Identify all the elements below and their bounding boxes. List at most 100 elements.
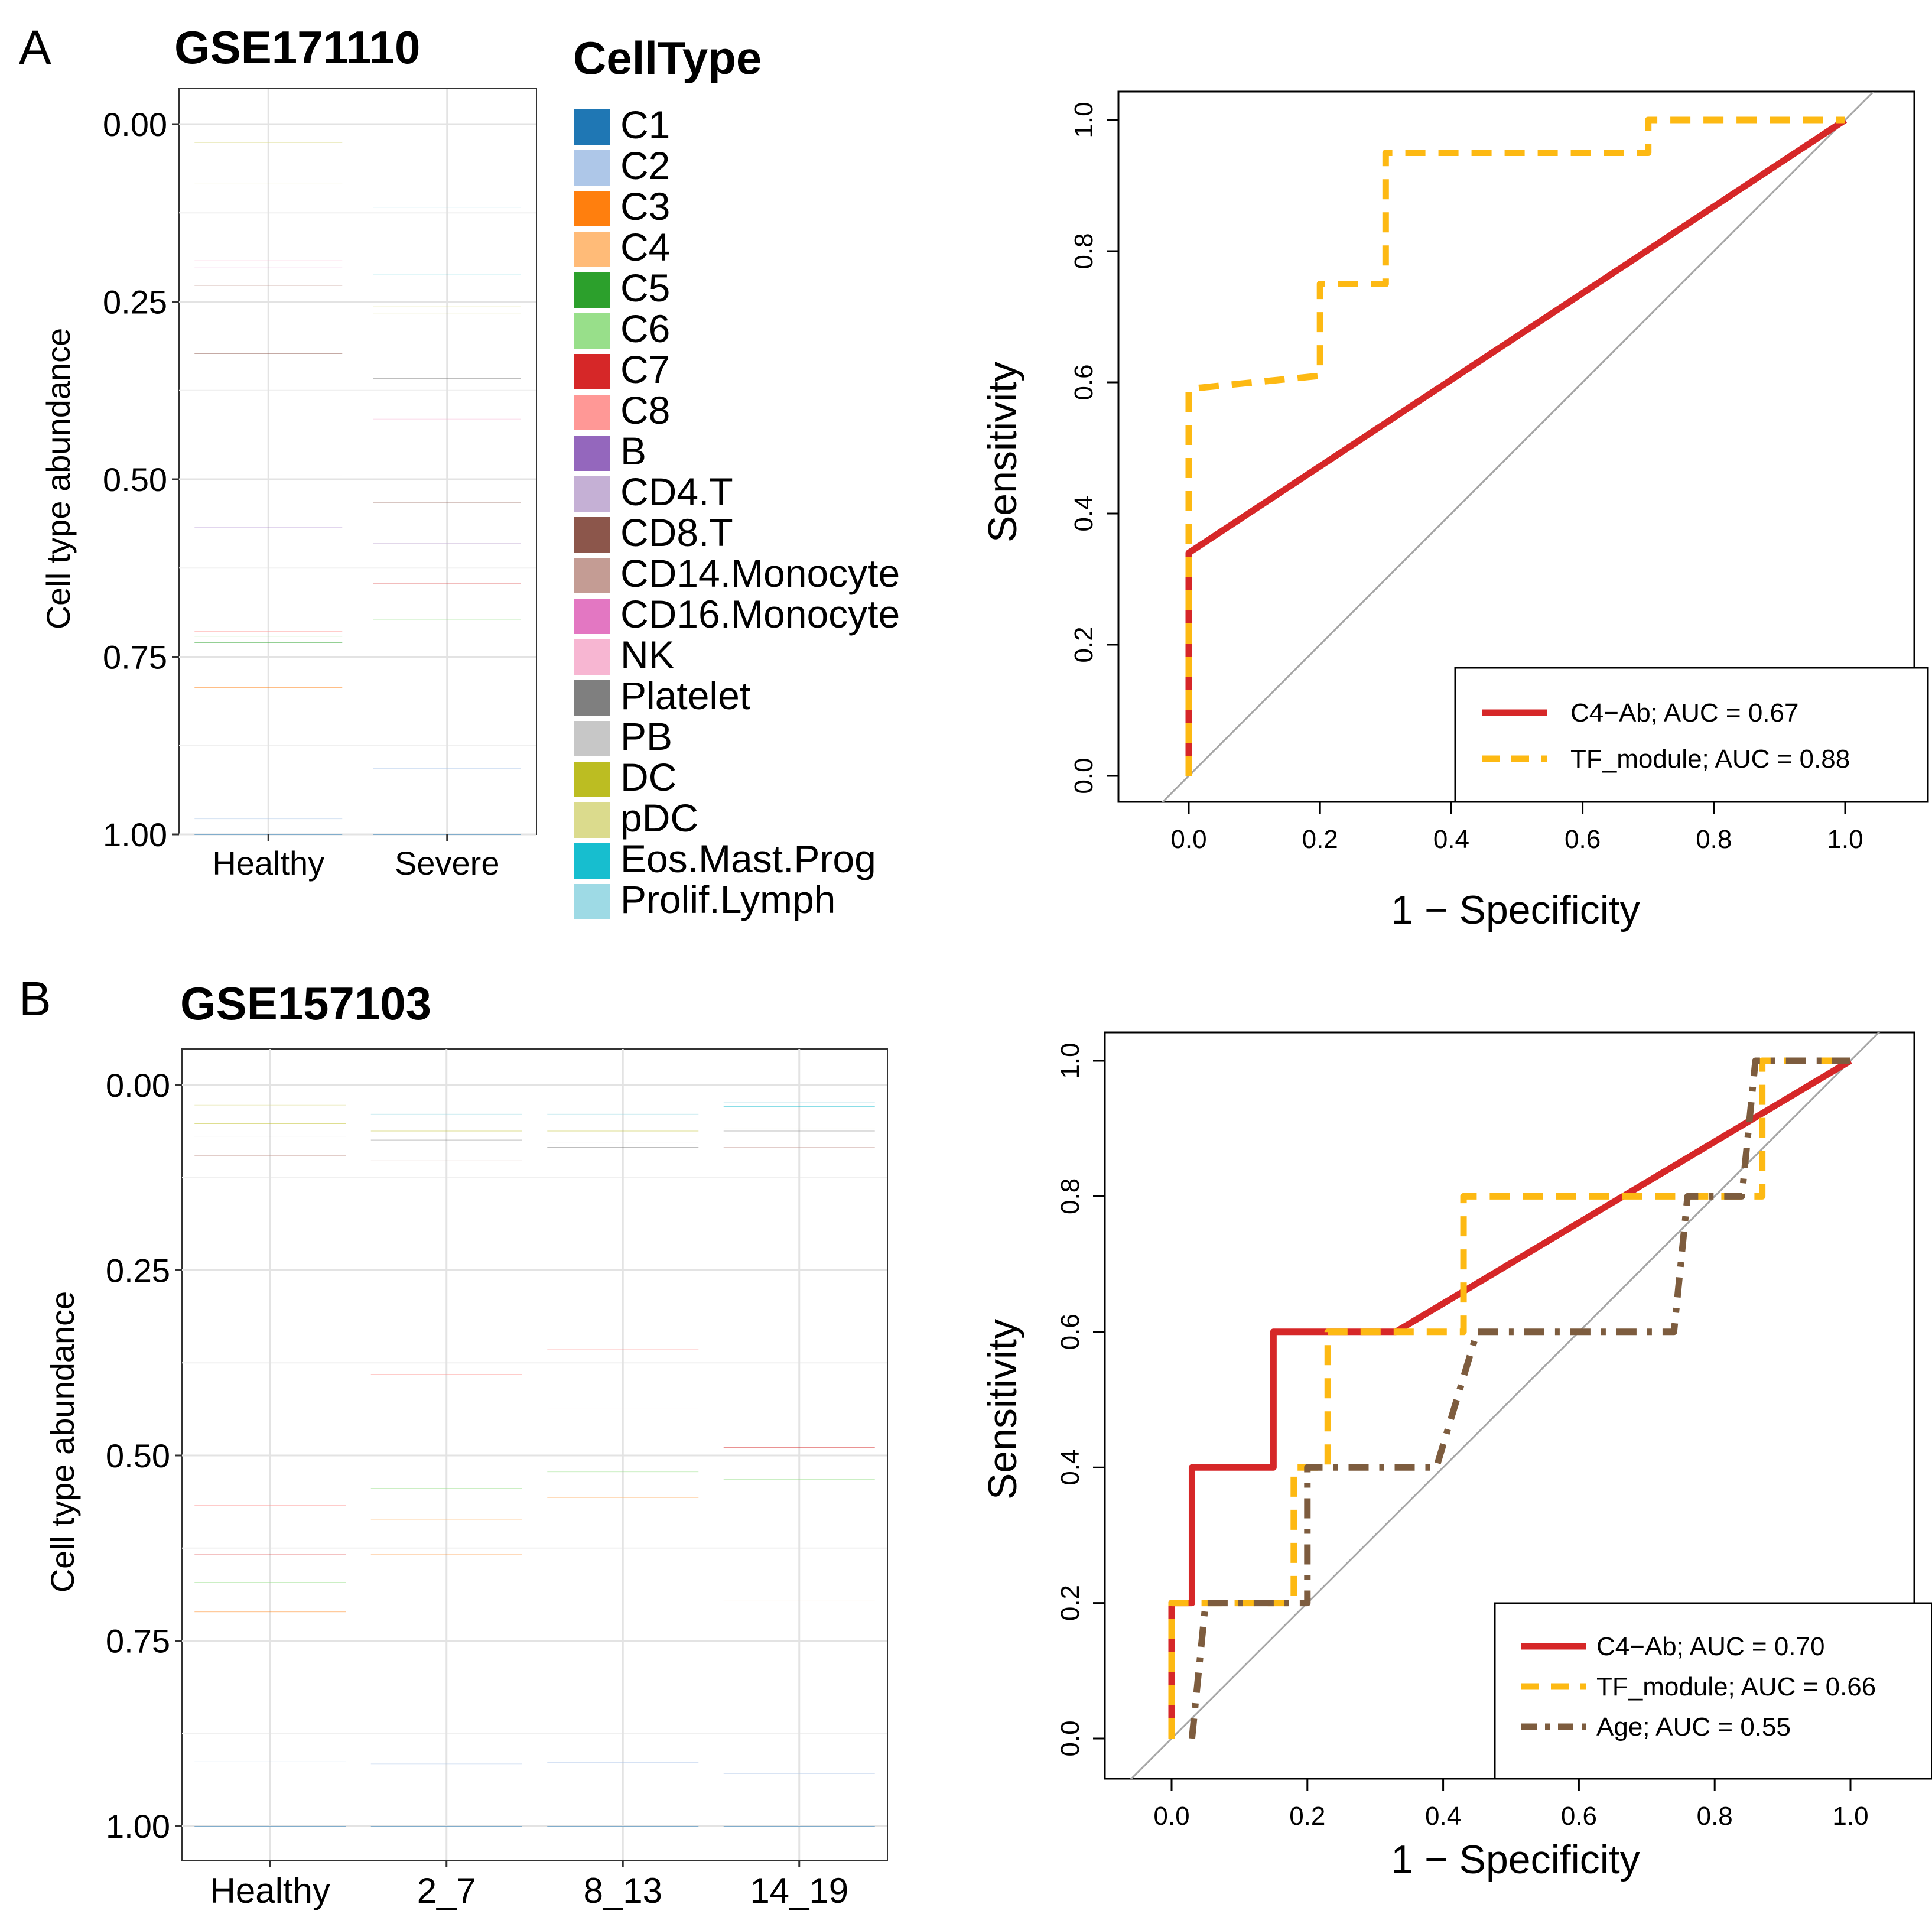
legend-item-label: pDC: [620, 796, 698, 840]
bar-segment-c6: [373, 619, 521, 620]
bar-segment-platelet: [547, 1147, 699, 1148]
x-tick-label: 0.6: [1565, 825, 1601, 854]
y-tick-label: 1.00: [106, 1808, 170, 1845]
legend-swatch-c1: [574, 109, 610, 145]
x-tick-label: 1.0: [1832, 1802, 1868, 1831]
bar-segment-prolif-lymph: [547, 1113, 699, 1115]
bar-segment-c3: [194, 1611, 346, 1613]
bar-segment-c1: [723, 1826, 875, 1827]
bar-segment-c2: [373, 768, 521, 769]
y-tick-label: 0.75: [103, 639, 167, 676]
bar-segment-pdc: [373, 306, 521, 307]
legend-swatch-c3: [574, 191, 610, 226]
y-axis-label: Cell type abundance: [44, 1291, 81, 1593]
x-tick-label: 2_7: [417, 1871, 476, 1910]
legend-swatch-pdc: [574, 802, 610, 838]
legend-swatch-c8: [574, 395, 610, 430]
legend-swatch-nk: [574, 639, 610, 675]
roc-legend-box: [1454, 667, 1929, 803]
roc-curve-series-2: [1168, 1057, 1850, 1739]
bar-segment-nk: [373, 418, 521, 420]
y-tick-label: 0.50: [103, 461, 167, 498]
bar-segment-dc: [194, 1123, 346, 1124]
bar-segment-c3: [370, 1554, 522, 1555]
bar-segment-prolif-lymph: [370, 1113, 522, 1115]
legend-swatch-cd16-monocyte: [574, 599, 610, 634]
diagonal-reference-line: [1130, 1032, 1881, 1779]
diagonal-reference-line: [1161, 92, 1875, 802]
plot-panel: [178, 88, 537, 835]
x-axis-label: 1 − Specificity: [1391, 1837, 1640, 1882]
bar-segment-cd8-t: [194, 353, 343, 354]
bar-segment-c6: [723, 1479, 875, 1480]
x-tick-label: 0.0: [1153, 1802, 1189, 1831]
x-tick-label: Healthy: [210, 1871, 330, 1910]
x-tick-label: 0.6: [1561, 1802, 1597, 1831]
y-axis-label: Cell type abundance: [40, 328, 77, 630]
y-tick-label: 0.2: [1056, 1585, 1085, 1621]
bar-segment-cd14-monocyte: [194, 285, 343, 286]
bar-segment-c7: [723, 1447, 875, 1448]
legend-swatch-pb: [574, 721, 610, 756]
y-tick-label: 0.50: [106, 1437, 170, 1474]
legend-item-label: CD14.Monocyte: [620, 551, 900, 595]
bar-segment-cd4-t: [373, 543, 521, 544]
legend-item-label: NK: [620, 633, 675, 677]
bar-segment-dc: [370, 1130, 522, 1132]
bar-segment-c6: [194, 1582, 346, 1583]
legend-item-label: C4: [620, 225, 670, 269]
y-tick-label: 0.00: [103, 106, 167, 143]
chart-title: GSE171110: [174, 21, 420, 73]
legend-swatch-c2: [574, 150, 610, 186]
x-tick-label: Healthy: [212, 844, 324, 882]
legend-item-label: C7: [620, 347, 670, 391]
y-tick-label: 0.4: [1069, 495, 1098, 531]
roc-legend-label: TF_module; AUC = 0.66: [1596, 1672, 1876, 1701]
roc-chart-a: 1 − Specificity Sensitivity 0.0 0.2 0.4 0.6…: [980, 90, 1929, 932]
y-tick-label: 1.0: [1056, 1042, 1085, 1078]
bar-segment-c4: [723, 1600, 875, 1601]
legend-item-label: Platelet: [620, 674, 750, 717]
x-tick-label: 0.4: [1433, 825, 1469, 854]
roc-legend-label: TF_module; AUC = 0.88: [1570, 745, 1850, 774]
panel-label-a: A: [19, 21, 51, 74]
bar-segment-c8: [370, 1374, 522, 1375]
plot-area: [1130, 1032, 1881, 1779]
bar-segment-c6: [370, 1488, 522, 1489]
roc-legend-label: Age; AUC = 0.55: [1596, 1713, 1791, 1741]
x-tick-label: 8_13: [584, 1871, 662, 1910]
bar-segment-c7: [194, 1554, 346, 1555]
y-axis-label: Sensitivity: [980, 362, 1025, 542]
x-tick-label: Severe: [395, 844, 499, 882]
bar-segment-eos-mast-prog: [373, 274, 521, 275]
legend-item-label: C1: [620, 103, 670, 147]
bar-segment-c2: [723, 1773, 875, 1774]
roc-curve-series-2: [1185, 116, 1845, 776]
bar-segment-platelet: [723, 1130, 875, 1132]
bar-segment-c1: [194, 1826, 346, 1827]
legend-swatch-c4: [574, 232, 610, 267]
legend-item-label: C8: [620, 388, 670, 432]
legend-item-label: Eos.Mast.Prog: [620, 837, 876, 880]
x-tick-label: 1.0: [1827, 825, 1863, 854]
stacked-bar-chart-a: GSE171110 Cell type abundance 0.00 0.25 0.…: [40, 21, 537, 882]
bar-segment-c1: [370, 1826, 522, 1827]
legend-item-label: CD8.T: [620, 511, 733, 554]
x-tick-label: 0.8: [1697, 1802, 1733, 1831]
bar-segment-c6: [547, 1471, 699, 1473]
roc-curve-series-3: [1188, 1057, 1850, 1739]
bar-segment-c4: [370, 1519, 522, 1520]
bar-segment-c3: [194, 687, 343, 688]
y-tick-label: 0.00: [106, 1067, 170, 1104]
y-tick-label: 0.6: [1056, 1314, 1085, 1350]
legend-title: CellType: [573, 32, 762, 84]
bar-segment-c6: [194, 636, 343, 637]
roc-legend-label: C4−Ab; AUC = 0.67: [1570, 698, 1798, 727]
legend-swatch-platelet: [574, 680, 610, 716]
legend-swatch-cd4-t: [574, 476, 610, 512]
y-tick-label: 1.0: [1069, 102, 1098, 138]
legend-swatch-cd14-monocyte: [574, 558, 610, 593]
roc-chart-b: 1 − Specificity Sensitivity 0.0 0.2 0.4 0.6…: [980, 1031, 1932, 1882]
y-tick-label: 0.25: [106, 1252, 170, 1289]
x-tick-label: 0.0: [1170, 825, 1206, 854]
